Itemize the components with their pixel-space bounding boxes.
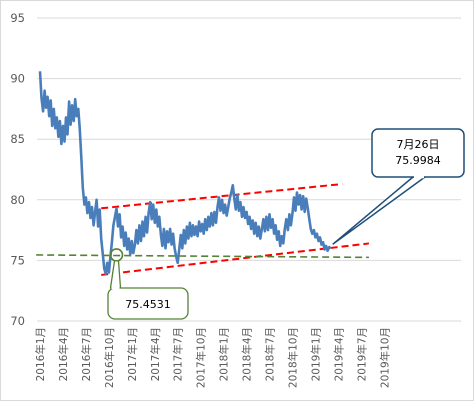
x-tick-label: 2018年4月 [241, 327, 254, 381]
y-axis-ticks: 70 75 80 85 90 95 [10, 11, 25, 328]
support-line [36, 254, 369, 259]
callout-box [371, 128, 465, 178]
y-tick-label: 95 [10, 11, 25, 25]
x-tick-label: 2016年7月 [80, 327, 93, 381]
upper-trend-line [101, 183, 343, 210]
x-tick-label: 2016年4月 [57, 327, 70, 381]
x-tick-label: 2019年1月 [309, 327, 322, 381]
x-tick-label: 2018年7月 [264, 327, 277, 381]
x-tick-label: 2019年10月 [378, 327, 391, 388]
series-line [38, 71, 332, 275]
y-tick-label: 90 [10, 72, 25, 86]
y-tick-label: 75 [10, 253, 25, 267]
x-tick-label: 2018年1月 [218, 327, 231, 381]
callout-date: 7月26日 [397, 138, 440, 151]
gridlines [37, 17, 461, 322]
y-tick-label: 85 [10, 132, 25, 146]
annotations: 75.4531 7月26日 75.9984 [107, 128, 465, 320]
callout-value: 75.9984 [395, 154, 441, 167]
y-tick-label: 70 [10, 314, 25, 328]
x-tick-label: 2016年10月 [103, 327, 116, 388]
x-tick-label: 2017年1月 [126, 327, 139, 381]
x-tick-label: 2019年7月 [355, 327, 368, 381]
callout-box [107, 287, 189, 320]
x-tick-label: 2019年4月 [332, 327, 345, 381]
y-tick-label: 80 [10, 193, 25, 207]
callout-value: 75.4531 [125, 298, 171, 311]
x-tick-label: 2017年7月 [172, 327, 185, 381]
x-axis-ticks: 2016年1月 2016年4月 2016年7月 2016年10月 2017年1月 2017… [34, 327, 391, 388]
x-tick-label: 2016年1月 [34, 327, 47, 381]
series [38, 71, 332, 275]
callout-pointer [109, 260, 122, 289]
x-tick-label: 2018年10月 [286, 327, 299, 388]
x-tick-label: 2017年10月 [195, 327, 208, 388]
x-tick-label: 2017年4月 [149, 327, 162, 381]
callout-pointer [332, 176, 428, 245]
